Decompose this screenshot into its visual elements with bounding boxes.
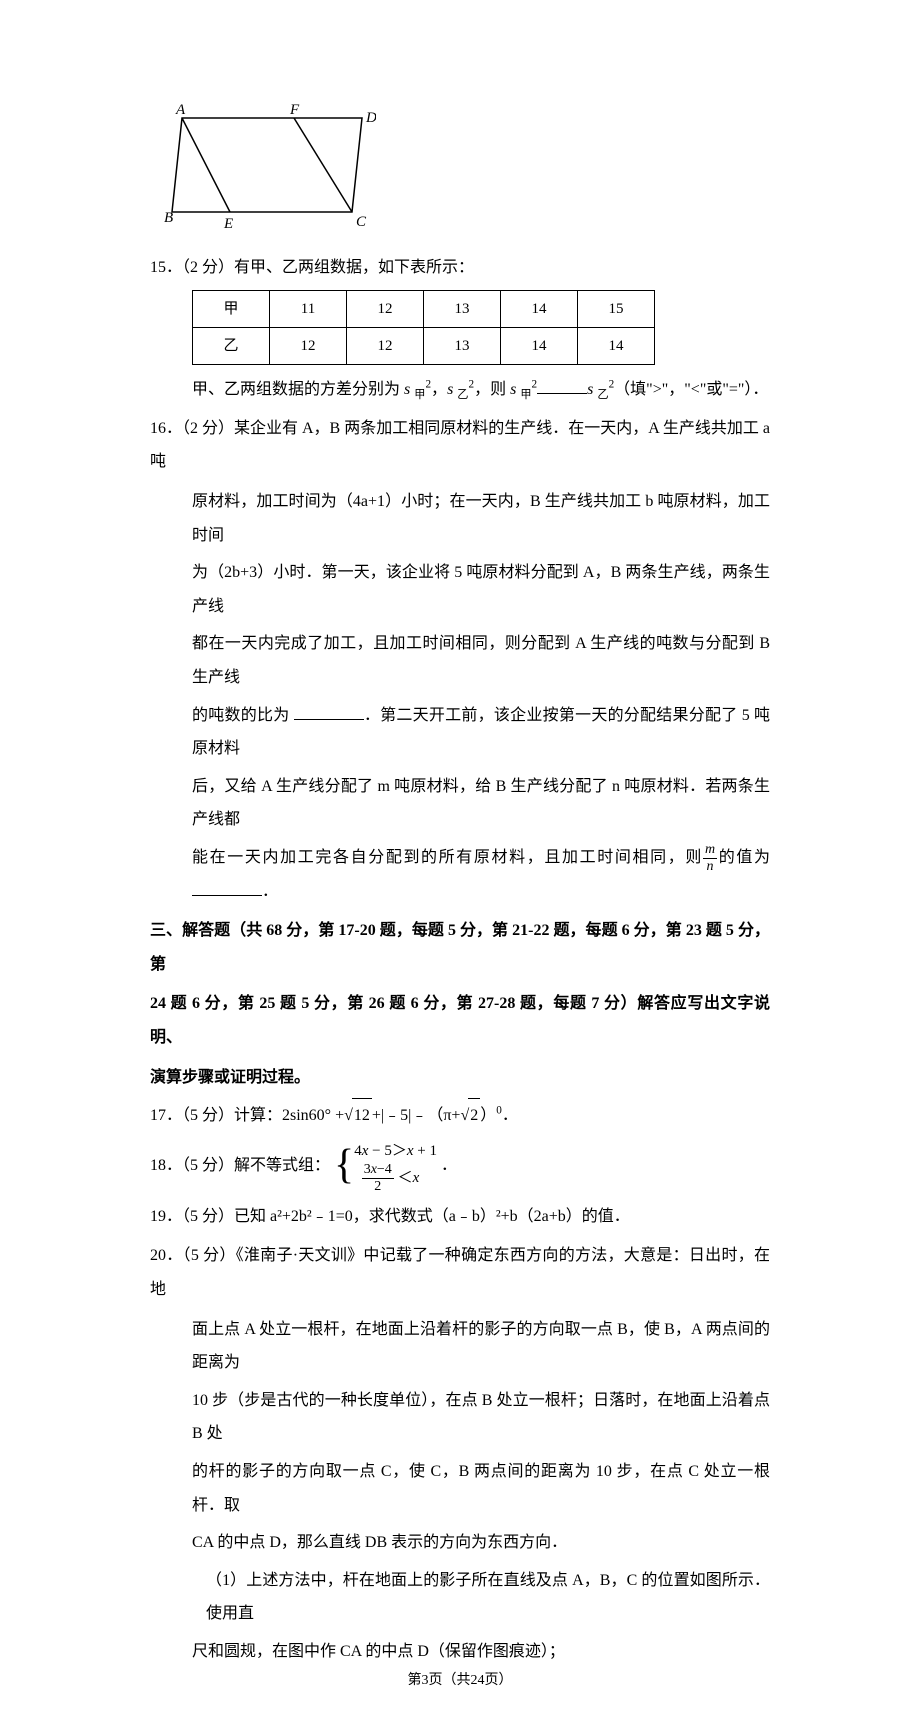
- text: 的值为: [717, 849, 770, 866]
- q17: 17．（5 分）计算：2sin60° +12+|﹣5|﹣（π+2）0．: [150, 1098, 770, 1133]
- q16-l4: 都在一天内完成了加工，且加工时间相同，则分配到 A 生产线的吨数与分配到 B 生…: [150, 627, 770, 694]
- svg-text:A: A: [175, 102, 186, 118]
- fraction-m-over-n: mn: [703, 843, 717, 874]
- var-s: s: [447, 381, 453, 398]
- cell: 乙: [193, 328, 270, 365]
- q20-l5: CA 的中点 D，那么直线 DB 表示的方向为东西方向．: [150, 1526, 770, 1560]
- text: 能在一天内加工完各自分配到的所有原材料，且加工时间相同，则: [192, 849, 703, 866]
- cell: 15: [578, 291, 655, 328]
- denominator: n: [703, 859, 717, 874]
- var-s: s: [510, 381, 516, 398]
- q20-l1: 20．（5 分）《淮南子·天文训》中记载了一种确定东西方向的方法，大意是：日出时…: [150, 1239, 770, 1306]
- table-row: 甲 11 12 13 14 15: [193, 291, 655, 328]
- q19: 19．（5 分）已知 a²+2b²﹣1=0，求代数式（a﹣b）²+b（2a+b）…: [150, 1200, 770, 1234]
- q16-l3: 为（2b+3）小时．第一天，该企业将 5 吨原材料分配到 A，B 两条生产线，两…: [150, 556, 770, 623]
- sub-jia: 甲: [414, 389, 425, 401]
- text: 18．（5 分）解不等式组：: [150, 1157, 330, 1174]
- text: ，则: [474, 381, 510, 398]
- ineq-1: 4x − 5＞x + 1: [354, 1143, 437, 1159]
- q20-l3: 10 步（步是古代的一种长度单位），在点 B 处立一根杆；日落时，在地面上沿着点…: [150, 1384, 770, 1451]
- cell: 11: [270, 291, 347, 328]
- numerator: m: [703, 843, 717, 859]
- svg-text:E: E: [223, 216, 233, 232]
- svg-text:F: F: [289, 102, 300, 118]
- q14-parallelogram-diagram: A B C D E F: [164, 100, 770, 241]
- q16-l1: 16．（2 分）某企业有 A，B 两条加工相同原材料的生产线．在一天内，A 生产…: [150, 412, 770, 479]
- page-footer: 第3页（共24页）: [0, 1670, 920, 1692]
- sub-jia: 甲: [520, 389, 531, 401]
- q20-l4: 的杆的影子的方向取一点 C，使 C，B 两点间的距离为 10 步，在点 C 处立…: [150, 1455, 770, 1522]
- footer-text: 页（共: [429, 1673, 471, 1688]
- sqrt-2: 2: [468, 1098, 480, 1133]
- cell: 14: [501, 328, 578, 365]
- fraction: 3x−42: [362, 1163, 394, 1194]
- text: +|﹣5|﹣（π+: [372, 1107, 461, 1124]
- section-3-heading-l1: 三、解答题（共 68 分，第 17-20 题，每题 5 分，第 21-22 题，…: [150, 914, 770, 981]
- cell: 13: [424, 291, 501, 328]
- q15-line2: 甲、乙两组数据的方差分别为 s 甲2，s 乙2，则 s 甲2s 乙2（填">"，…: [150, 373, 770, 408]
- svg-text:C: C: [356, 214, 367, 230]
- q20-l6: （1）上述方法中，杆在地面上的影子所在直线及点 A，B，C 的位置如图所示．使用…: [150, 1564, 770, 1631]
- page-number: 3: [422, 1673, 429, 1688]
- svg-text:B: B: [164, 210, 173, 226]
- svg-text:D: D: [365, 110, 376, 126]
- text: 甲、乙两组数据的方差分别为: [192, 381, 404, 398]
- cell: 13: [424, 328, 501, 365]
- q15-stem: 15．（2 分）有甲、乙两组数据，如下表所示：: [150, 251, 770, 285]
- cell: 12: [347, 328, 424, 365]
- sub-yi: 乙: [597, 389, 608, 401]
- sub-yi: 乙: [457, 389, 468, 401]
- q16-l6: 后，又给 A 生产线分配了 m 吨原材料，给 B 生产线分配了 n 吨原材料．若…: [150, 770, 770, 837]
- q16-l7: 能在一天内加工完各自分配到的所有原材料，且加工时间相同，则mn的值为 ．: [150, 841, 770, 908]
- text: 17．（5 分）计算：2sin60° +: [150, 1107, 344, 1124]
- cell: 14: [501, 291, 578, 328]
- section-3-heading-l2: 24 题 6 分，第 25 题 5 分，第 26 题 6 分，第 27-28 题…: [150, 987, 770, 1054]
- footer-text: 页）: [485, 1673, 513, 1688]
- text: 的吨数的比为: [192, 707, 294, 724]
- q18: 18．（5 分）解不等式组： { 4x − 5＞x + 1 3x−42 ＜x ．: [150, 1139, 770, 1194]
- text: ）: [480, 1107, 496, 1124]
- fill-blank: [192, 880, 262, 896]
- cell: 14: [578, 328, 655, 365]
- var-s: s: [404, 381, 410, 398]
- q15-data-table: 甲 11 12 13 14 15 乙 12 12 13 14 14: [192, 290, 655, 365]
- fill-blank: [537, 378, 587, 394]
- footer-text: 第: [408, 1673, 422, 1688]
- text: ．: [502, 1107, 518, 1124]
- q16-l5: 的吨数的比为 ．第二天开工前，该企业按第一天的分配结果分配了 5 吨原材料: [150, 699, 770, 766]
- comma: ，: [431, 381, 447, 398]
- cell: 甲: [193, 291, 270, 328]
- parallelogram-svg: A B C D E F: [164, 100, 376, 232]
- text: （填">"，"<"或"="）．: [614, 381, 768, 398]
- text: ．: [441, 1157, 457, 1174]
- text: ．: [262, 883, 278, 900]
- q20-l7: 尺和圆规，在图中作 CA 的中点 D（保留作图痕迹）；: [150, 1635, 770, 1669]
- section-3-heading-l3: 演算步骤或证明过程。: [150, 1061, 770, 1095]
- table-row: 乙 12 12 13 14 14: [193, 328, 655, 365]
- q16-l2: 原材料，加工时间为（4a+1）小时；在一天内，B 生产线共加工 b 吨原材料，加…: [150, 485, 770, 552]
- sqrt-12: 12: [352, 1098, 372, 1133]
- total-pages: 24: [471, 1673, 485, 1688]
- inequality-system: { 4x − 5＞x + 1 3x−42 ＜x: [334, 1139, 437, 1194]
- q20-l2: 面上点 A 处立一根杆，在地面上沿着杆的影子的方向取一点 B，使 B，A 两点间…: [150, 1313, 770, 1380]
- brace-icon: {: [334, 1147, 354, 1185]
- brace-content: 4x − 5＞x + 1 3x−42 ＜x: [354, 1139, 437, 1194]
- fill-blank: [294, 704, 364, 720]
- var-s: s: [587, 381, 593, 398]
- ineq-2: 3x−42 ＜x: [354, 1170, 419, 1186]
- cell: 12: [270, 328, 347, 365]
- cell: 12: [347, 291, 424, 328]
